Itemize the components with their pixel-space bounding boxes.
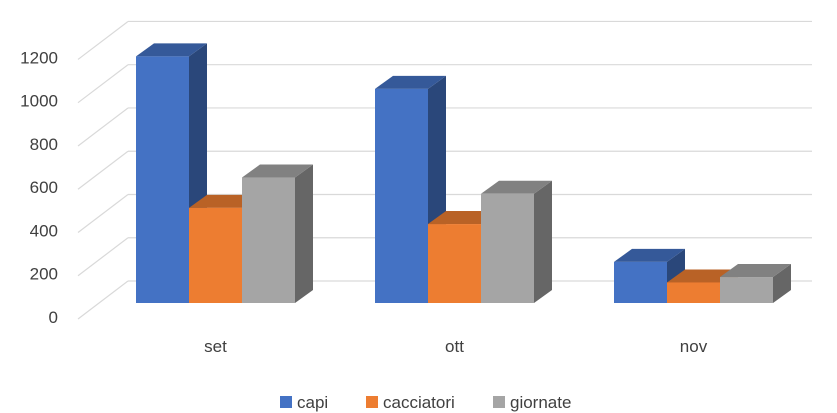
y-tick-label: 400: [30, 221, 58, 240]
bar-front: [667, 282, 720, 303]
bar-side: [773, 264, 791, 303]
gridline-diagonal: [77, 150, 129, 190]
bar: [242, 164, 313, 303]
gridline-diagonal: [77, 107, 129, 147]
y-tick-label: 600: [30, 178, 58, 197]
x-category-label: ott: [445, 337, 464, 356]
bar-front: [375, 88, 428, 303]
y-tick-label: 1200: [20, 48, 58, 67]
bar-top: [375, 75, 446, 89]
gridline-diagonal: [77, 20, 129, 60]
y-axis: 0 200 400 600 800 1000 1200: [20, 48, 58, 327]
y-tick-label: 1000: [20, 92, 58, 111]
bar: [481, 180, 552, 303]
bar-top: [481, 180, 552, 194]
x-category-label: set: [204, 337, 227, 356]
bar-side: [295, 164, 313, 303]
bar-front: [428, 224, 481, 303]
bar-side: [534, 180, 552, 303]
y-tick-label: 0: [49, 308, 58, 327]
bar-front: [136, 56, 189, 303]
bar-front: [242, 177, 295, 303]
y-tick-label: 200: [30, 265, 58, 284]
legend: capi cacciatori giornate: [280, 393, 571, 412]
legend-swatch: [280, 396, 292, 408]
bar: [720, 264, 791, 303]
bar-front: [614, 261, 667, 303]
legend-swatch: [366, 396, 378, 408]
legend-item: capi: [280, 393, 328, 412]
bar-front: [189, 207, 242, 303]
bar-front: [481, 193, 534, 303]
gridline-diagonal: [77, 194, 129, 233]
legend-swatch: [493, 396, 505, 408]
bar-top: [720, 264, 791, 278]
legend-item: giornate: [493, 393, 571, 412]
bar-top: [136, 43, 207, 57]
gridline-diagonal: [77, 237, 129, 277]
bar: [614, 248, 685, 303]
bar-top: [242, 164, 313, 178]
x-category-label: nov: [680, 337, 708, 356]
bar-front: [720, 277, 773, 303]
x-axis: set ott nov: [204, 337, 708, 356]
y-tick-label: 800: [30, 135, 58, 154]
gridline-diagonal: [77, 280, 129, 320]
legend-item: cacciatori: [366, 393, 455, 412]
bars: [136, 43, 791, 303]
gridline-diagonal: [77, 64, 129, 104]
legend-label: capi: [297, 393, 328, 412]
bar-top: [614, 248, 685, 262]
legend-label: cacciatori: [383, 393, 455, 412]
legend-label: giornate: [510, 393, 571, 412]
